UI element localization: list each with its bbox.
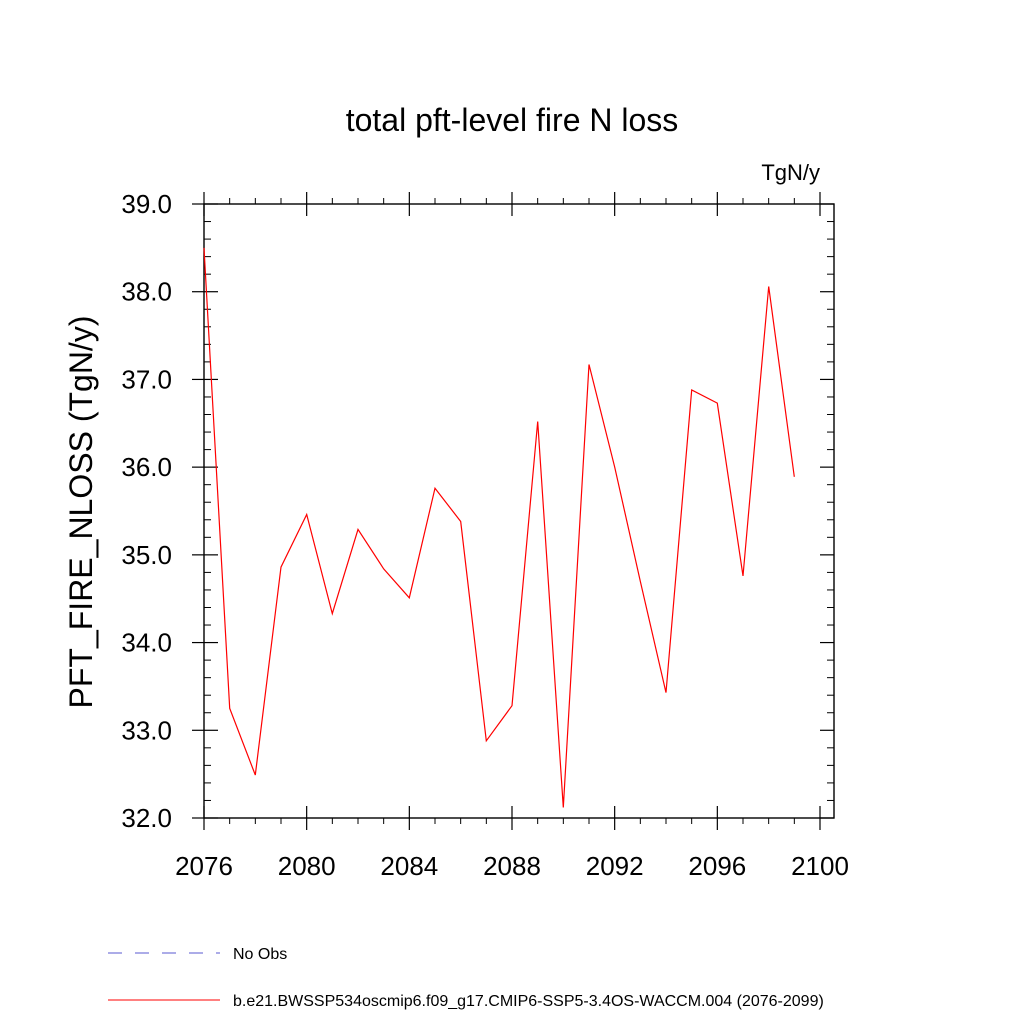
y-axis-label: PFT_FIRE_NLOSS (TgN/y) [63,316,99,709]
x-tick-label: 2092 [586,851,644,881]
x-tick-label: 2096 [688,851,746,881]
tick-labels: 2076 2080 2084 2088 2092 2096 2100 32.0 33.0 34.0… [121,189,849,881]
y-tick-label: 34.0 [121,628,172,658]
plot-area [203,203,835,819]
y-tick-label: 36.0 [121,452,172,482]
x-tick-label: 2080 [278,851,336,881]
y-tick-label: 32.0 [121,803,172,833]
legend-label: b.e21.BWSSP534oscmip6.f09_g17.CMIP6-SSP5… [233,993,824,1010]
series-line [203,247,795,808]
x-tick-label: 2076 [175,851,233,881]
legend-label: No Obs [233,946,287,963]
x-tick-label: 2084 [380,851,438,881]
axis-ticks [192,192,834,830]
plot-frame [203,203,835,819]
x-tick-label: 2088 [483,851,541,881]
units-label: TgN/y [761,160,820,185]
y-tick-label: 37.0 [121,364,172,394]
chart-title: total pft-level fire N loss [346,102,679,138]
y-tick-label: 38.0 [121,277,172,307]
y-tick-label: 35.0 [121,540,172,570]
x-tick-label: 2100 [791,851,849,881]
y-tick-label: 33.0 [121,715,172,745]
y-tick-label: 39.0 [121,189,172,219]
legend: No Obs b.e21.BWSSP534oscmip6.f09_g17.CMIP… [108,946,824,1010]
